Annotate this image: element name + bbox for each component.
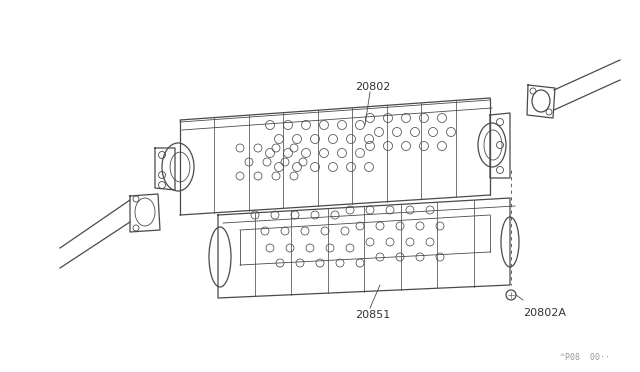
Text: ^P08  00··: ^P08 00·· [560, 353, 610, 362]
Text: 20802: 20802 [355, 82, 390, 92]
Text: 20802A: 20802A [523, 308, 566, 318]
Text: 20851: 20851 [355, 310, 390, 320]
